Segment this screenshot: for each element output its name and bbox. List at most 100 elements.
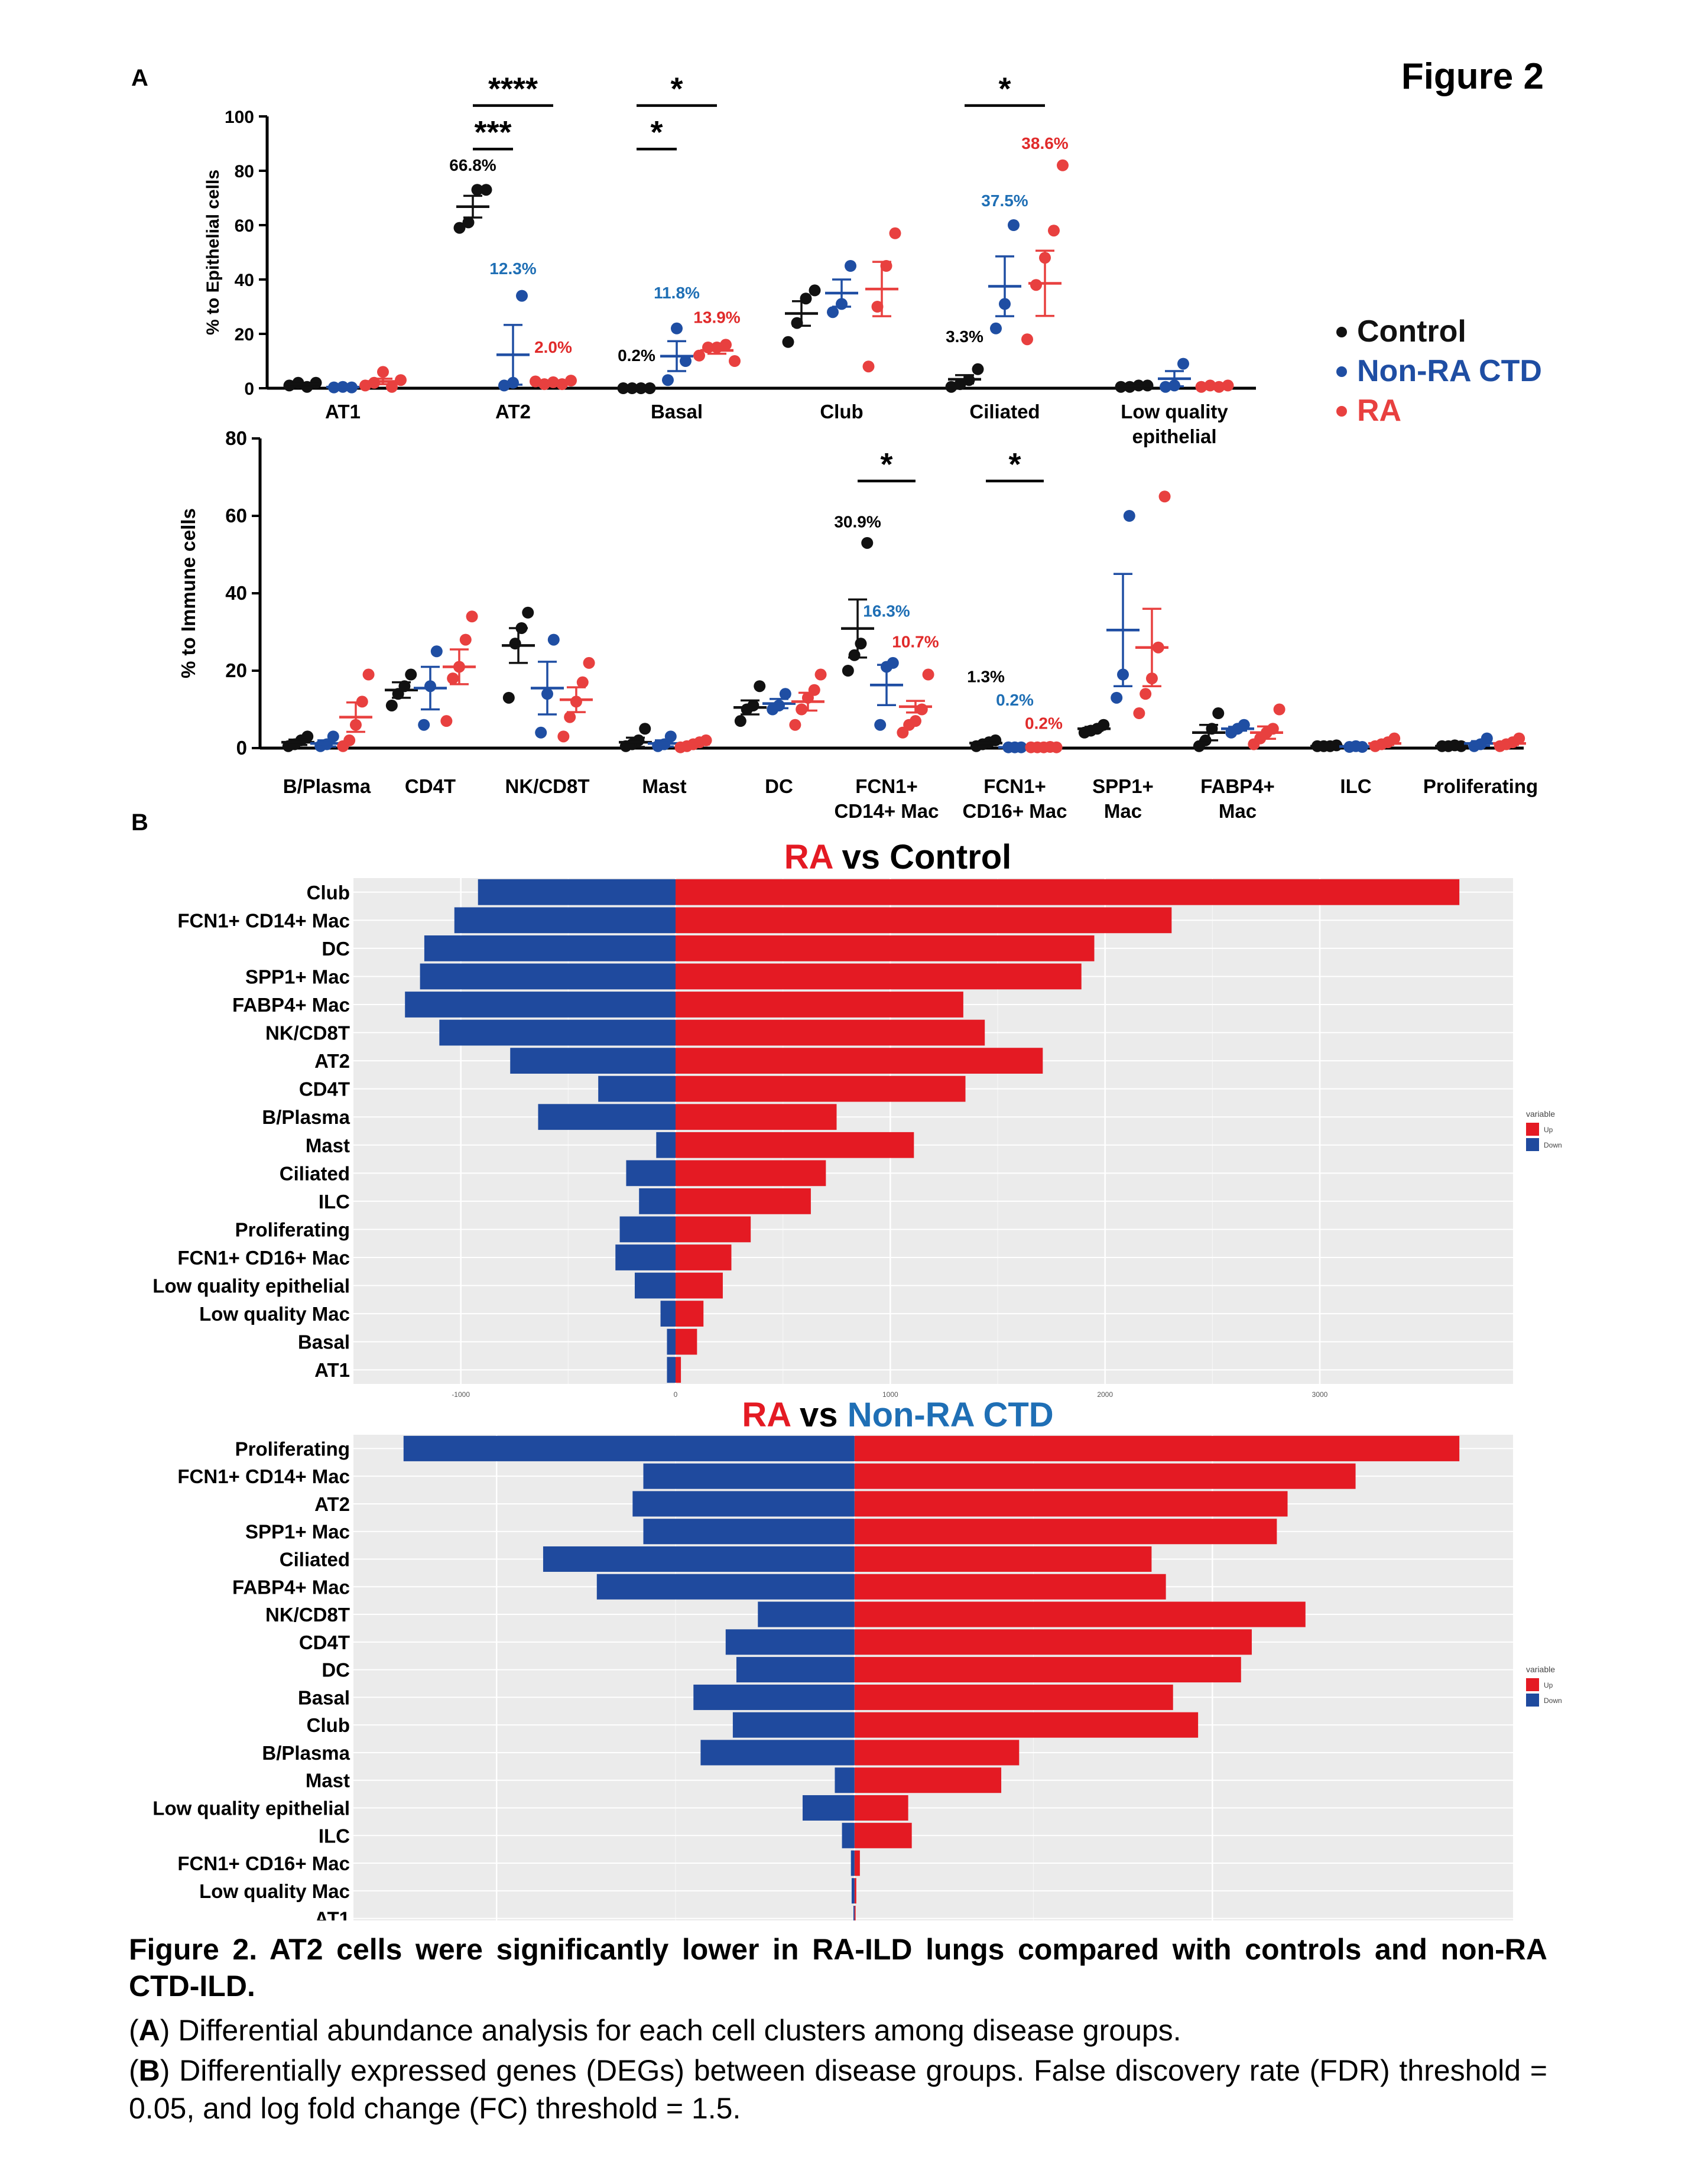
data-point (827, 306, 839, 318)
data-point (845, 260, 856, 272)
data-point (453, 222, 466, 234)
data-point (680, 355, 692, 367)
y-category-label: Mast (306, 1770, 350, 1792)
x-tick-label: 2000 (1097, 1390, 1113, 1399)
bar-down (439, 1019, 676, 1046)
data-point (368, 376, 380, 389)
data-point (516, 290, 528, 302)
bar-down (619, 1216, 676, 1243)
bar-down (725, 1629, 855, 1655)
data-point (405, 668, 417, 681)
legend-label: Down (1544, 1696, 1562, 1705)
bar-up (854, 1740, 1020, 1766)
bar-up (854, 1878, 856, 1904)
y-category-label: Low quality Mac (199, 1303, 350, 1325)
y-category-label: AT1 (314, 1359, 350, 1381)
data-label: 37.5% (981, 191, 1028, 210)
data-point (1057, 159, 1069, 171)
y-category-label: AT2 (314, 1493, 350, 1515)
significance-stars: * (670, 72, 683, 107)
data-label: 30.9% (834, 513, 881, 531)
x-category-label: FABP4+ (1200, 775, 1275, 797)
bar-up (676, 1104, 837, 1130)
legend-swatch (1526, 1138, 1539, 1151)
bar-down (736, 1657, 855, 1683)
bar-up (854, 1795, 908, 1821)
legend-label: Down (1544, 1141, 1562, 1149)
data-point (1177, 358, 1189, 370)
data-point (557, 730, 570, 743)
legend-swatch (1526, 1123, 1539, 1136)
data-point (1158, 490, 1171, 503)
data-point (1212, 707, 1225, 720)
bar-down (667, 1357, 676, 1383)
legend-dot (1336, 366, 1347, 377)
data-point (734, 715, 746, 727)
data-point (972, 363, 984, 375)
bar-up (676, 1357, 681, 1383)
data-point (502, 691, 515, 704)
y-category-label: Low quality epithelial (152, 1275, 350, 1297)
y-tick-label: 40 (225, 582, 247, 604)
data-point (1030, 279, 1042, 291)
bar-down (732, 1712, 855, 1738)
data-point (754, 680, 766, 693)
data-point (565, 375, 577, 387)
y-category-label: Proliferating (235, 1218, 350, 1240)
x-category-label: epithelial (1132, 425, 1216, 447)
x-category-label: SPP1+ (1092, 775, 1154, 797)
data-point (693, 349, 705, 362)
data-point (283, 379, 296, 392)
bar-down (851, 1878, 855, 1904)
bar-up (854, 1574, 1166, 1600)
x-category-label: FCN1+ (983, 775, 1046, 797)
y-axis-label: % to Epithelial cells (203, 170, 223, 335)
data-point (808, 684, 820, 696)
bar-down (700, 1740, 855, 1766)
chart-title-part: Non-RA CTD (848, 1396, 1054, 1434)
bar-down (643, 1463, 855, 1489)
significance-stars: **** (488, 72, 538, 107)
x-category-label: CD16+ Mac (962, 800, 1067, 822)
data-point (385, 699, 398, 711)
epithelial-scatter-panel: 0 20 40 60 80 100 % to Epithelial cells AT1 AT2 B… (203, 72, 1256, 447)
significance-stars: * (880, 447, 892, 482)
bar-up (676, 1132, 914, 1158)
data-point (990, 322, 1002, 334)
x-tick-label: 1000 (882, 1390, 898, 1399)
chart-title-part: vs (790, 1396, 848, 1434)
y-category-label: FCN1+ CD14+ Mac (177, 1465, 350, 1487)
x-tick-label: -1000 (452, 1390, 470, 1399)
legend-dot (1336, 327, 1347, 337)
data-point (639, 723, 651, 735)
data-point (576, 676, 589, 688)
chart-title: RA vs Non-RA CTD (742, 1396, 1053, 1434)
data-point (535, 726, 547, 739)
y-category-label: Low quality epithelial (152, 1798, 350, 1819)
data-point (916, 703, 928, 716)
data-label: 2.0% (534, 338, 572, 356)
bar-up (854, 1601, 1306, 1627)
y-category-label: Ciliated (280, 1162, 350, 1184)
bar-down (853, 1906, 855, 1920)
data-label: 13.9% (693, 308, 740, 327)
data-point (945, 381, 957, 393)
x-category-label: Mast (642, 775, 686, 797)
immune-scatter-panel: 0 20 40 60 80 % to Immune cells B/Plasma CD4T NK… (177, 427, 1538, 822)
data-point (377, 366, 389, 378)
y-tick-label: 80 (225, 427, 247, 449)
bar-down (667, 1328, 676, 1355)
y-category-label: B/Plasma (262, 1106, 350, 1128)
data-point (720, 339, 732, 351)
y-category-label: NK/CD8T (265, 1604, 350, 1626)
y-tick-label: 60 (235, 216, 254, 236)
bar-up (676, 1019, 985, 1046)
data-point (887, 656, 899, 669)
y-tick-label: 100 (225, 108, 254, 127)
bar-down (615, 1244, 676, 1270)
y-tick-label: 0 (244, 379, 254, 399)
y-category-label: Low quality Mac (199, 1880, 350, 1902)
x-category-label: ILC (1340, 775, 1371, 797)
y-category-label: AT2 (314, 1050, 350, 1072)
y-category-label: FABP4+ Mac (232, 1576, 350, 1598)
